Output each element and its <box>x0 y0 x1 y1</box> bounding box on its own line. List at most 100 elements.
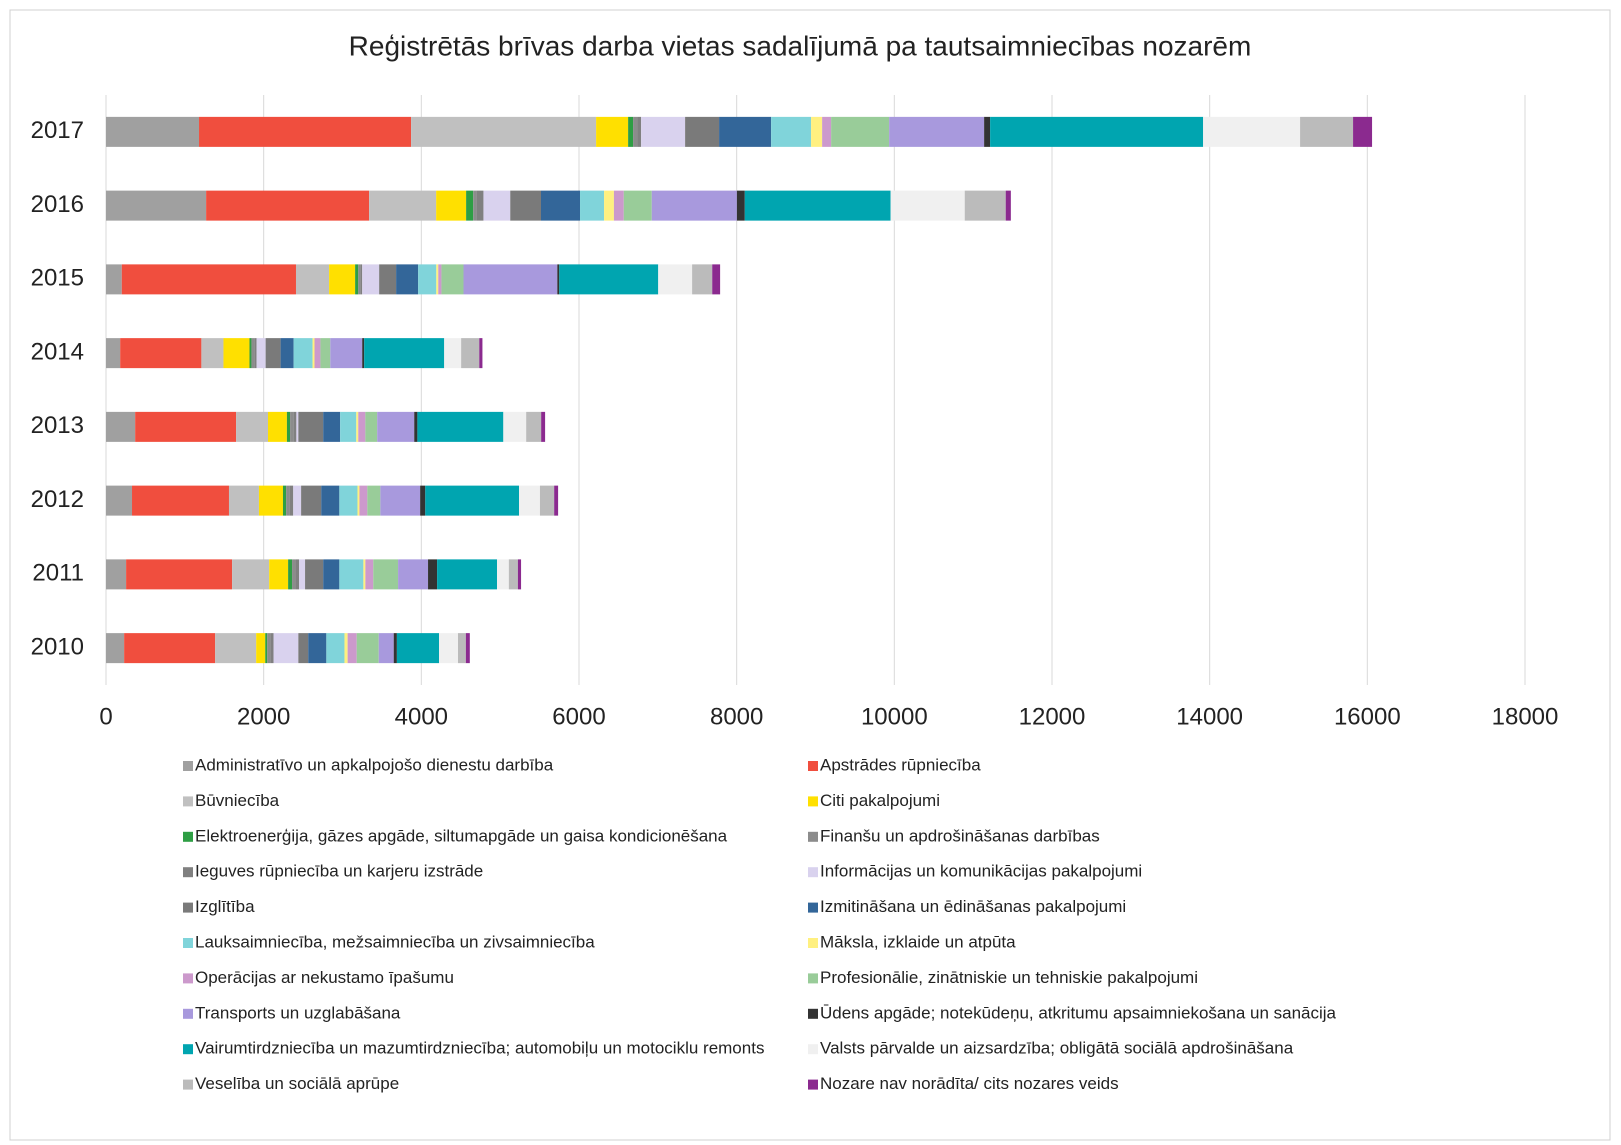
legend-label: Administratīvo un apkalpojošo dienestu d… <box>195 755 554 774</box>
x-tick-label: 12000 <box>1019 703 1086 730</box>
bar-segment <box>685 116 720 147</box>
bar-segment <box>417 411 504 442</box>
legend-swatch <box>183 1044 193 1055</box>
y-tick-label: 2014 <box>31 338 84 365</box>
legend-swatch <box>183 831 193 842</box>
legend-label: Izmitināšana un ēdināšanas pakalpojumi <box>820 897 1126 916</box>
bar-segment <box>359 485 368 516</box>
bar-segment <box>580 190 605 221</box>
legend-swatch <box>808 1079 818 1090</box>
bar-segment <box>206 190 370 221</box>
legend-swatch <box>183 1079 193 1090</box>
bar-segment <box>428 559 438 590</box>
bar-segment <box>121 264 296 295</box>
bar-segment <box>355 264 359 295</box>
bar-segment <box>288 559 293 590</box>
bar-segment <box>293 485 302 516</box>
bar-segment <box>378 633 394 664</box>
legend-label: Valsts pārvalde un aizsardzība; obligātā… <box>820 1039 1294 1058</box>
bar-segment <box>438 264 442 295</box>
bar-segment <box>298 411 324 442</box>
bar-segment <box>479 338 483 369</box>
bar-segment <box>339 559 364 590</box>
bar-segment <box>396 633 440 664</box>
bar-segment <box>228 485 259 516</box>
bar-segment <box>692 264 713 295</box>
bar-segment <box>256 633 266 664</box>
legend-swatch <box>183 973 193 984</box>
bar-segment <box>463 264 558 295</box>
bar-segment <box>990 116 1204 147</box>
bar-segment <box>604 190 614 221</box>
bar-segment <box>295 559 300 590</box>
bar-segment <box>744 190 891 221</box>
legend-label: Vairumtirdzniecība un mazumtirdzniecība;… <box>195 1039 764 1058</box>
bar-segment <box>613 190 624 221</box>
bar-segment <box>286 485 290 516</box>
bar-segment <box>637 116 642 147</box>
bar-segment <box>476 190 484 221</box>
bar-segment <box>301 485 322 516</box>
bar-segment <box>365 411 378 442</box>
bar-segment <box>541 411 546 442</box>
legend-label: Nozare nav norādīta/ cits nozares veids <box>820 1074 1119 1093</box>
bar-segment <box>135 411 237 442</box>
bar-segment <box>106 485 133 516</box>
bar-segment <box>339 485 358 516</box>
bar-segment <box>330 338 363 369</box>
bar-segment <box>414 411 418 442</box>
bar-segment <box>312 338 315 369</box>
bar-segment <box>314 338 321 369</box>
bar-segment <box>369 190 437 221</box>
bar-segment <box>270 633 274 664</box>
bar-segment <box>290 411 294 442</box>
bar-segment <box>320 338 331 369</box>
bar-segment <box>265 338 281 369</box>
legend-swatch <box>183 902 193 913</box>
bar-segment <box>326 633 345 664</box>
legend-swatch <box>808 973 818 984</box>
bar-segment <box>267 633 271 664</box>
legend-label: Transports un uzglabāšana <box>195 1003 401 1022</box>
bar-segment <box>106 633 125 664</box>
bar-segment <box>106 338 121 369</box>
bar-segment <box>596 116 629 147</box>
bar-segment <box>268 411 287 442</box>
bar-segment <box>418 264 437 295</box>
bar-segment <box>380 485 421 516</box>
y-tick-label: 2011 <box>32 560 84 587</box>
x-tick-label: 2000 <box>237 703 290 730</box>
bar-segment <box>379 264 397 295</box>
bar-segment <box>890 190 965 221</box>
bar-segment <box>360 264 363 295</box>
bar-segment <box>329 264 356 295</box>
legend-label: Elektroenerģija, gāzes apgāde, siltumapg… <box>195 826 728 845</box>
bar-segment <box>362 264 380 295</box>
bar-segment <box>441 264 464 295</box>
bar-segment <box>510 190 542 221</box>
bar-segment <box>126 559 233 590</box>
bar-segment <box>483 190 511 221</box>
bar-segment <box>282 485 287 516</box>
legend-label: Ūdens apgāde; notekūdeņu, atkritumu apsa… <box>820 1003 1337 1022</box>
bar-segment <box>811 116 823 147</box>
bar-segment <box>249 338 252 369</box>
bar-segment <box>508 559 518 590</box>
bar-segment <box>771 116 812 147</box>
legend-swatch <box>808 1008 818 1019</box>
bar-segment <box>215 633 257 664</box>
bar-segment <box>305 559 324 590</box>
legend-swatch <box>183 938 193 948</box>
y-tick-label: 2017 <box>31 117 84 144</box>
bar-segment <box>437 559 498 590</box>
bar-segment <box>132 485 229 516</box>
bar-segment <box>466 190 474 221</box>
bar-segment <box>358 411 366 442</box>
bar-segment <box>559 264 659 295</box>
bar-segment <box>822 116 832 147</box>
bar-segment <box>712 264 721 295</box>
y-tick-label: 2010 <box>31 633 84 660</box>
y-tick-label: 2013 <box>31 412 84 439</box>
bar-segment <box>358 264 361 295</box>
